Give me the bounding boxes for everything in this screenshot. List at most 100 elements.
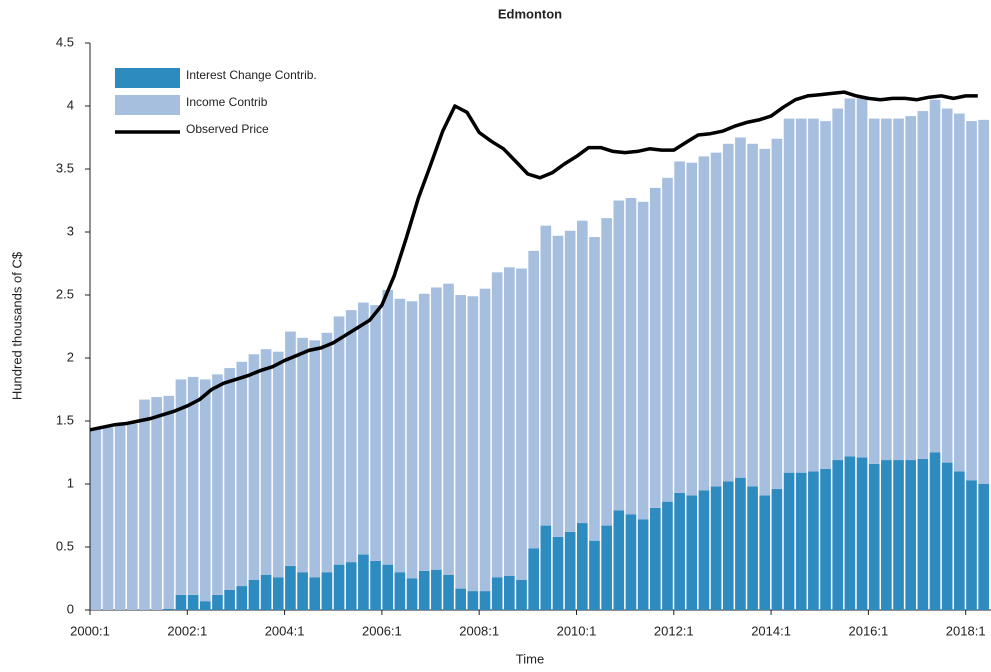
bar [832, 108, 844, 461]
bar [747, 486, 758, 610]
bar [345, 562, 357, 610]
bar [625, 514, 637, 610]
y-tick-label: 4 [67, 97, 74, 112]
bar [516, 268, 527, 580]
bar [321, 332, 333, 573]
bar [248, 354, 260, 580]
bar [382, 289, 394, 565]
bar [674, 492, 685, 610]
x-tick-label: 2010:1 [557, 623, 597, 638]
bar [941, 462, 953, 610]
bar [272, 577, 284, 610]
bar [759, 148, 771, 496]
bar [540, 525, 552, 610]
bar [224, 589, 235, 610]
bar [163, 395, 175, 609]
bar [333, 316, 345, 565]
y-tick-label: 3.5 [56, 160, 74, 175]
bar [613, 510, 625, 610]
bar [808, 471, 819, 610]
bar [528, 548, 539, 610]
x-tick-label: 2006:1 [362, 623, 402, 638]
bar [881, 118, 892, 461]
y-tick-label: 2.5 [56, 286, 74, 301]
bar [929, 99, 941, 453]
x-tick-label: 2018:1 [946, 623, 986, 638]
bar [431, 287, 442, 570]
bar [613, 200, 625, 511]
bar [954, 471, 965, 610]
x-tick-label: 2000:1 [70, 623, 110, 638]
bar [333, 564, 345, 610]
bar [649, 187, 661, 508]
bar [345, 310, 357, 563]
bar [491, 577, 503, 610]
bar [431, 569, 442, 610]
bar [236, 586, 248, 610]
bar [674, 161, 685, 493]
bar [90, 428, 102, 610]
bar [418, 570, 430, 610]
bar [868, 463, 880, 610]
bar [820, 468, 831, 610]
bar [966, 121, 977, 481]
bar [297, 337, 308, 573]
bar [832, 460, 844, 610]
bar [576, 220, 588, 524]
bar [868, 118, 880, 464]
bar [552, 235, 564, 537]
bar [795, 118, 807, 473]
bar [224, 368, 235, 590]
bar [698, 156, 710, 491]
bar [625, 197, 637, 515]
bar [285, 331, 296, 566]
x-tick-label: 2008:1 [459, 623, 499, 638]
legend-swatch [115, 68, 180, 88]
bar [601, 218, 612, 526]
bar [406, 578, 418, 610]
bar [212, 374, 223, 595]
bar [905, 460, 917, 610]
bar [102, 427, 114, 610]
y-tick-label: 0 [67, 601, 74, 616]
bar [759, 495, 771, 610]
bar [248, 579, 260, 610]
bar [844, 456, 856, 610]
bar [467, 296, 479, 592]
bar [637, 201, 649, 520]
bar [856, 457, 868, 610]
bar [236, 361, 248, 587]
bar [820, 121, 831, 469]
bar [175, 594, 187, 610]
bar [929, 452, 941, 610]
x-tick-label: 2002:1 [167, 623, 207, 638]
bar [893, 460, 904, 610]
bar [504, 575, 515, 610]
bar [394, 572, 406, 610]
bar [589, 237, 600, 541]
bar [917, 458, 929, 610]
bar [722, 481, 734, 610]
x-axis-label: Time [516, 651, 544, 666]
bar [443, 283, 454, 575]
price-line [89, 90, 978, 432]
bar [285, 565, 296, 610]
bar [358, 302, 369, 555]
bar [844, 98, 856, 457]
bar [966, 480, 977, 610]
bar [455, 588, 467, 610]
x-tick-label: 2016:1 [848, 623, 888, 638]
bar [747, 143, 758, 487]
bar [917, 111, 929, 459]
legend-label: Interest Change Contrib. [186, 68, 317, 82]
bar [382, 564, 394, 610]
bar [187, 594, 199, 610]
bar [358, 554, 369, 610]
bar [662, 501, 673, 610]
bar [418, 293, 430, 571]
y-tick-label: 1 [67, 475, 74, 490]
bar [479, 591, 491, 610]
bar [260, 574, 272, 610]
legend-label: Income Contrib [186, 95, 268, 109]
bar [370, 305, 381, 561]
